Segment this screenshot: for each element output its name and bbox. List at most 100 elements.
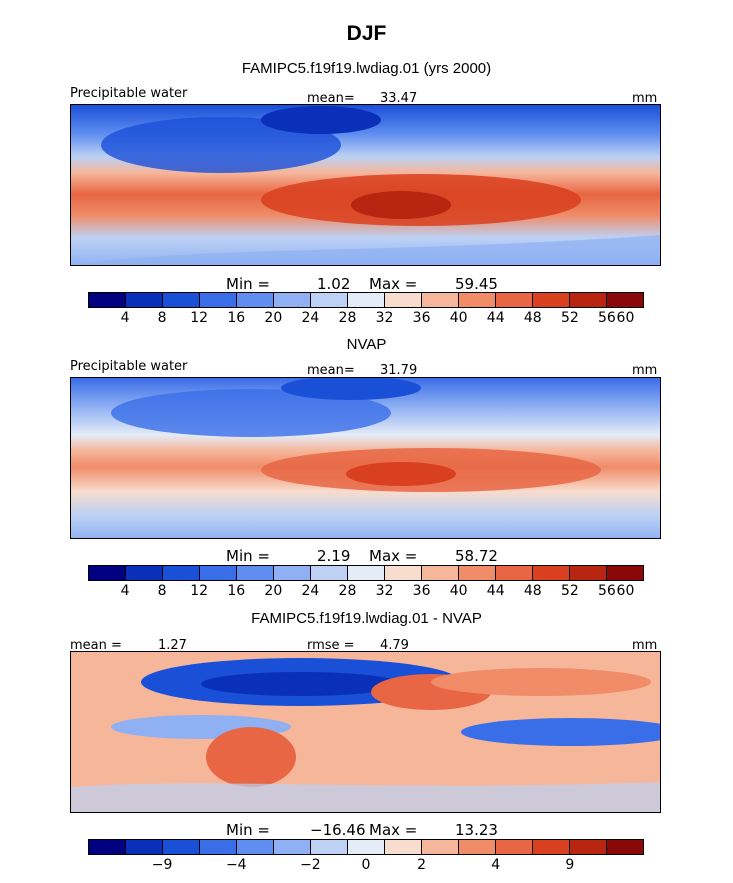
cbar3-swatch xyxy=(459,840,496,854)
cbar2-swatch xyxy=(200,566,237,580)
cbar1-swatch xyxy=(496,293,533,307)
panel1-dry-zone xyxy=(101,117,341,173)
ticks3-label: 9 xyxy=(565,857,575,873)
cbar2-swatch xyxy=(570,566,607,580)
ticks2-label: 44 xyxy=(486,583,505,599)
cbar3-swatch xyxy=(311,840,348,854)
ticks2-label: 16 xyxy=(227,583,246,599)
ticks3-label: −9 xyxy=(151,857,173,873)
ticks2-label: 48 xyxy=(523,583,542,599)
ticks2-label: 20 xyxy=(264,583,283,599)
panel1-map-svg xyxy=(71,105,660,265)
ticks3-label: 4 xyxy=(491,857,501,873)
cbar3-swatch xyxy=(274,840,311,854)
panel2-map-svg xyxy=(71,378,660,538)
panel3-min-value: −16.46 xyxy=(310,821,366,839)
panel2-max-label: Max = xyxy=(369,547,418,565)
cbar1-swatch xyxy=(385,293,422,307)
panel2-subtitle: NVAP xyxy=(346,336,387,353)
ticks1-label: 24 xyxy=(301,310,320,326)
ticks2-label: 56 xyxy=(598,583,616,599)
ticks2-label: 36 xyxy=(412,583,431,599)
panel1-wettest-zone xyxy=(351,191,451,219)
ticks2-label: 4 xyxy=(120,583,130,599)
ticks1-label: 56 xyxy=(598,310,616,326)
ticks1-label: 44 xyxy=(486,310,505,326)
cbar2-swatch xyxy=(274,566,311,580)
panel1-max-label: Max = xyxy=(369,275,418,293)
ticks1-label: 36 xyxy=(412,310,431,326)
ticks1-label: 20 xyxy=(264,310,283,326)
cbar3-swatch xyxy=(163,840,200,854)
panel3-min-label: Min = xyxy=(226,821,270,839)
panel3-rmse-label: rmse = xyxy=(307,638,355,653)
panel1-subtitle: FAMIPC5.f19f19.lwdiag.01 (yrs 2000) xyxy=(241,60,492,77)
panel2-colorbar xyxy=(88,565,644,581)
cbar2-swatch xyxy=(163,566,200,580)
cbar3-swatch xyxy=(422,840,459,854)
panel3-colorbar xyxy=(88,839,644,855)
cbar3-swatch xyxy=(237,840,274,854)
ticks1-label: 4 xyxy=(120,310,130,326)
ticks1-label: 32 xyxy=(375,310,394,326)
cbar1-swatch xyxy=(607,293,643,307)
panel2-driest-zone xyxy=(281,378,421,400)
panel3-rmse-value: 4.79 xyxy=(380,638,409,653)
panel3-map xyxy=(70,651,661,813)
ticks2-label: 32 xyxy=(375,583,394,599)
ticks3-label: 0 xyxy=(361,857,371,873)
ticks2-label: 40 xyxy=(449,583,468,599)
ticks2-label: 28 xyxy=(338,583,357,599)
panel1-min-value: 1.02 xyxy=(317,275,351,293)
panel1-min-label: Min = xyxy=(226,275,270,293)
ticks1-label: 28 xyxy=(338,310,357,326)
cbar1-swatch xyxy=(126,293,163,307)
cbar2-swatch xyxy=(459,566,496,580)
ticks2-label: 60 xyxy=(616,583,635,599)
panel1-map xyxy=(70,104,661,266)
ticks1-label: 8 xyxy=(157,310,167,326)
panel3-mean-value: 1.27 xyxy=(158,638,187,653)
ticks3-label: 2 xyxy=(417,857,427,873)
cbar1-swatch xyxy=(237,293,274,307)
ticks1-label: 52 xyxy=(560,310,579,326)
panel1-southern-band xyxy=(71,235,660,265)
cbar1-swatch xyxy=(163,293,200,307)
ticks2-label: 12 xyxy=(190,583,209,599)
cbar2-swatch xyxy=(348,566,385,580)
cbar3-swatch xyxy=(533,840,570,854)
panel3-positive-pacific-north xyxy=(431,668,651,696)
cbar1-swatch xyxy=(200,293,237,307)
panel2-units: mm xyxy=(632,363,658,378)
panel1-left-label: Precipitable water xyxy=(70,86,188,101)
panel1-colorbar xyxy=(88,292,644,308)
cbar2-swatch xyxy=(496,566,533,580)
ticks3-label: −4 xyxy=(225,857,247,873)
cbar2-swatch xyxy=(311,566,348,580)
cbar1-swatch xyxy=(311,293,348,307)
panel2-left-label: Precipitable water xyxy=(70,359,188,374)
cbar3-swatch xyxy=(570,840,607,854)
cbar3-swatch xyxy=(126,840,163,854)
ticks1-label: 60 xyxy=(616,310,635,326)
panel2-dry-zone xyxy=(111,389,391,437)
panel3-map-svg xyxy=(71,652,660,812)
cbar3-swatch xyxy=(348,840,385,854)
cbar1-swatch xyxy=(422,293,459,307)
panel2-min-value: 2.19 xyxy=(317,547,351,565)
cbar3-swatch xyxy=(496,840,533,854)
panel3-negative-band-pacific xyxy=(461,718,660,746)
ticks2-label: 24 xyxy=(301,583,320,599)
panel1-driest-zone xyxy=(261,106,381,134)
ticks1-label: 40 xyxy=(449,310,468,326)
panel2-min-label: Min = xyxy=(226,547,270,565)
panel3-subtitle: FAMIPC5.f19f19.lwdiag.01 - NVAP xyxy=(251,610,482,627)
panel3-positive-africa xyxy=(206,727,296,787)
panel1-units: mm xyxy=(632,91,658,106)
cbar3-swatch xyxy=(200,840,237,854)
ticks2-label: 52 xyxy=(560,583,579,599)
cbar1-swatch xyxy=(89,293,126,307)
cbar2-swatch xyxy=(89,566,126,580)
cbar1-swatch xyxy=(570,293,607,307)
cbar2-swatch xyxy=(422,566,459,580)
